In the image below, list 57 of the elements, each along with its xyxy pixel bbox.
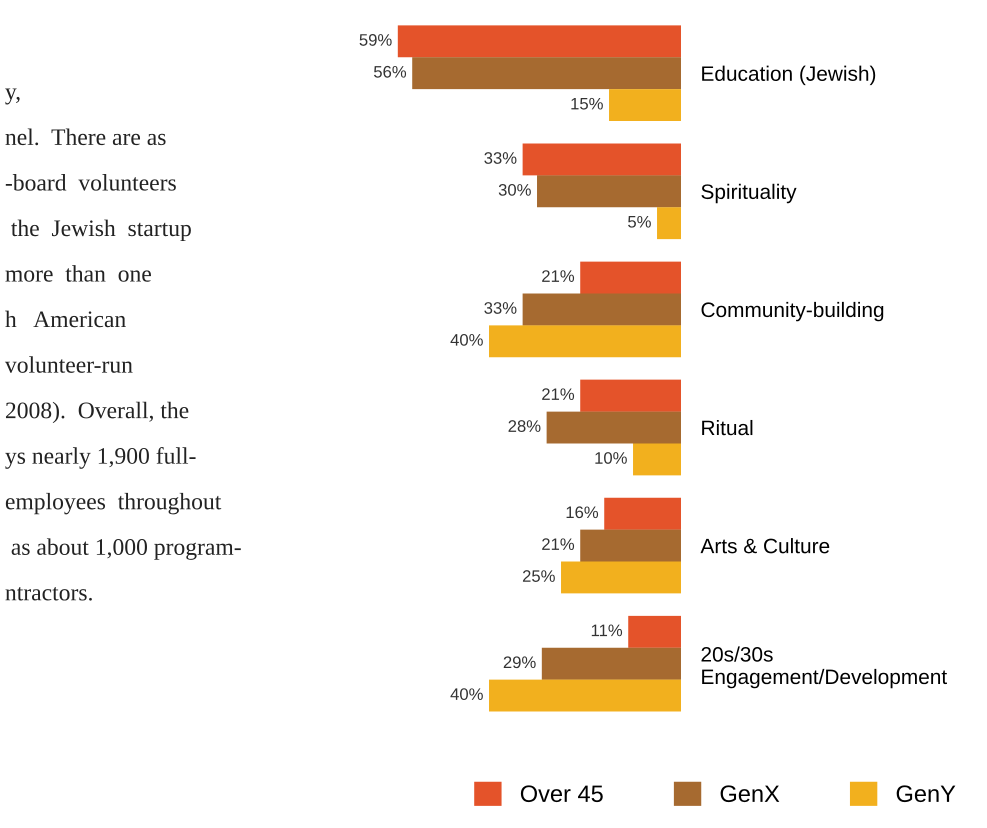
y-tick-label: 20s/30s Engagement/Development: [702, 646, 948, 688]
text: employees throughout: [6, 492, 222, 514]
data-label: 21%: [542, 388, 574, 400]
bar: [489, 680, 682, 712]
data-label: 15%: [571, 98, 603, 110]
bar: [522, 143, 682, 176]
data-label: 40%: [450, 688, 483, 700]
bar: [580, 530, 682, 562]
data-label: 33%: [484, 152, 516, 164]
bar: [580, 380, 682, 412]
text: ntractors.: [5, 587, 92, 601]
text: more than one: [5, 265, 151, 282]
data-label: 40%: [450, 334, 483, 346]
bar: [412, 57, 682, 90]
bar: [542, 648, 682, 680]
data-label: 5%: [628, 216, 651, 228]
text: 2008). Overall, the: [6, 402, 188, 424]
data-label: 56%: [374, 66, 406, 78]
bar: [489, 325, 682, 358]
text: ys nearly 1,900 full-: [5, 447, 196, 469]
y-tick-label: Spirituality: [701, 184, 797, 204]
text: y,: [5, 88, 20, 104]
data-label: 25%: [522, 570, 555, 582]
legend-label: Over 45: [520, 785, 603, 802]
data-label: 21%: [542, 538, 574, 550]
text: volunteer-run: [4, 356, 133, 373]
bar: [561, 562, 682, 594]
bar: [580, 262, 682, 294]
text: h American: [5, 310, 126, 328]
legend-label: GenY: [896, 785, 956, 802]
bar: [398, 25, 682, 58]
bar: [537, 175, 682, 208]
bar: [633, 443, 682, 476]
data-label: 59%: [360, 34, 392, 46]
y-tick-label: Community-building: [702, 302, 884, 322]
bar: [546, 412, 682, 444]
data-label: 33%: [484, 302, 516, 314]
data-label: 28%: [508, 420, 540, 432]
data-label: 21%: [542, 270, 574, 282]
y-tick-label: Arts & Culture: [700, 538, 830, 554]
y-tick-label: Education (Jewish): [702, 66, 876, 86]
text: nel. There are as: [5, 128, 166, 146]
data-label: 16%: [566, 506, 598, 518]
bar: [657, 207, 682, 240]
text: the Jewish startup: [11, 220, 191, 242]
y-tick-label: Ritual: [702, 420, 752, 436]
data-label: 10%: [595, 452, 627, 464]
data-label: 29%: [504, 656, 536, 668]
legend-label: GenX: [720, 785, 780, 802]
data-label: 11%: [592, 624, 622, 636]
bar: [628, 616, 682, 648]
bar: [522, 293, 682, 326]
bar: [604, 498, 682, 530]
bar: [609, 89, 682, 122]
data-label: 30%: [498, 184, 531, 196]
text: -board volunteers: [6, 174, 176, 191]
text: as about 1,000 program-: [12, 538, 241, 560]
